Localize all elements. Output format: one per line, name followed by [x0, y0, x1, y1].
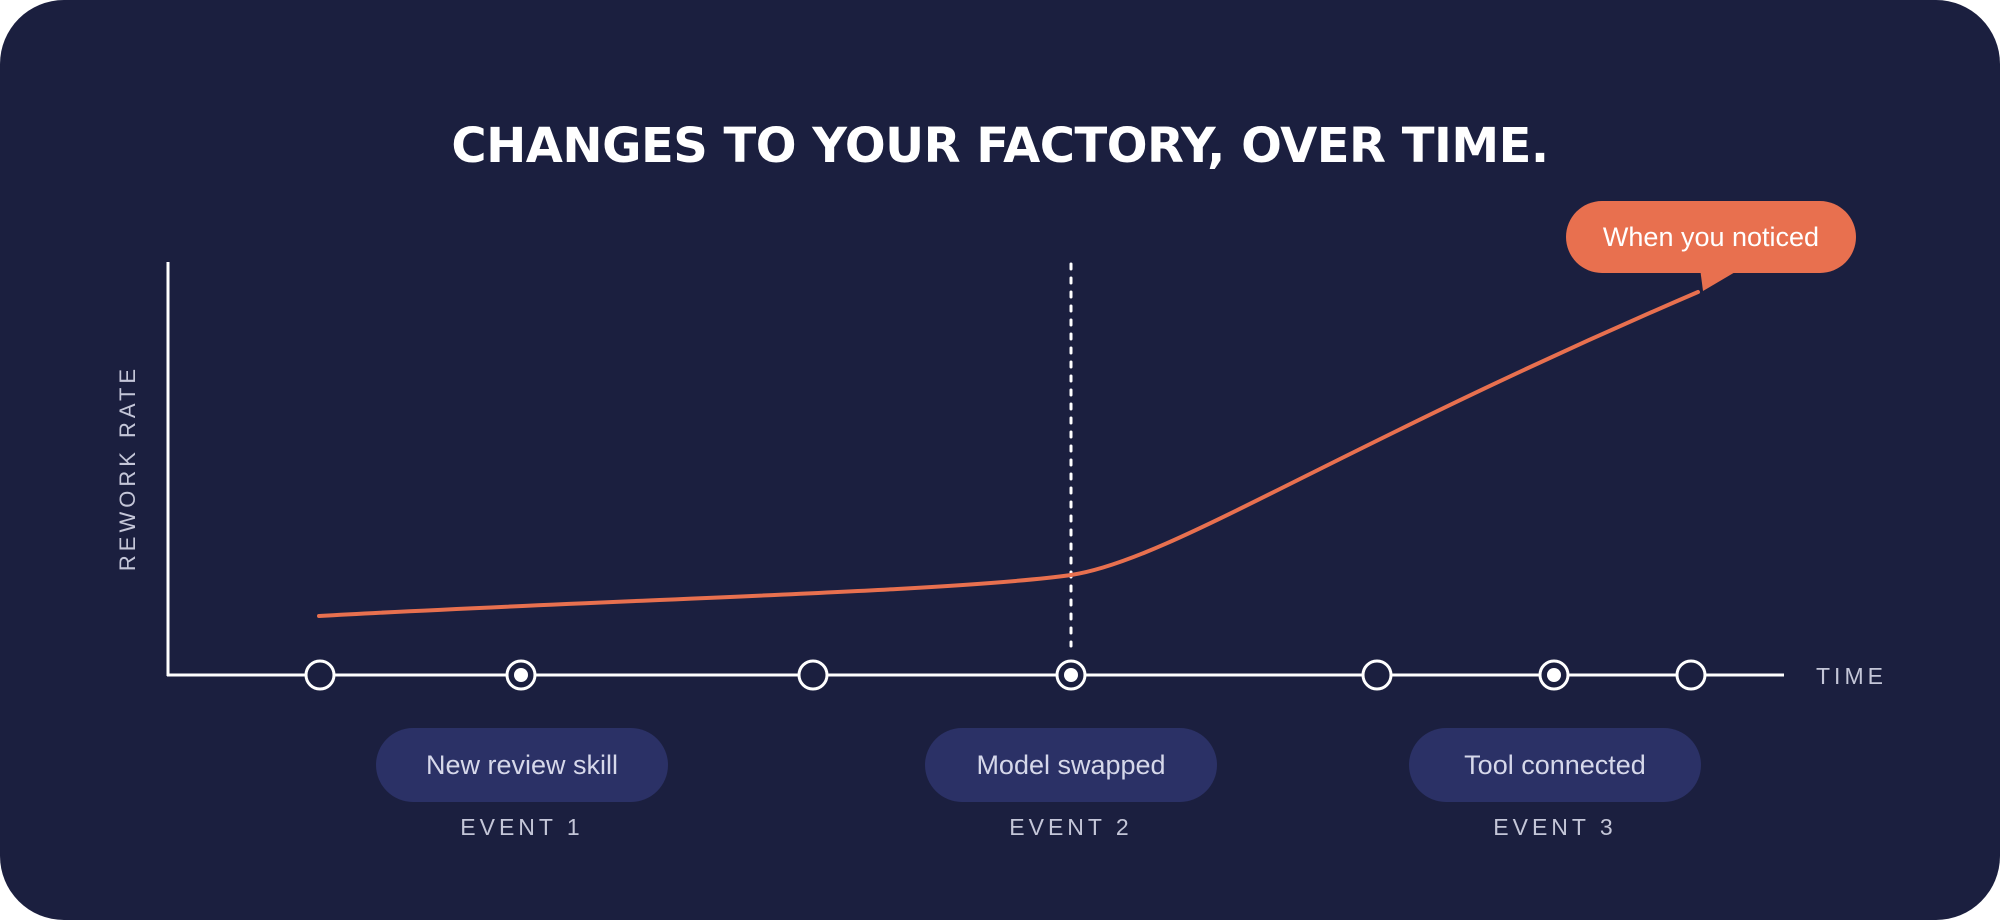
timeline-marker-5 — [1361, 659, 1393, 691]
timeline-marker-7 — [1675, 659, 1707, 691]
event-2-pill: Model swapped — [925, 728, 1217, 802]
event-1-label: EVENT 1 — [460, 814, 584, 840]
timeline-marker-2 — [505, 659, 537, 691]
callout-pointer — [1700, 268, 1742, 291]
timeline-marker-4 — [1055, 659, 1087, 691]
x-axis-label: TIME — [1816, 663, 1887, 689]
event-3-label: EVENT 3 — [1493, 814, 1617, 840]
timeline-marker-3 — [797, 659, 829, 691]
timeline-markers — [304, 659, 1707, 691]
event-1-pill: New review skill — [376, 728, 668, 802]
event-3-pill: Tool connected — [1409, 728, 1701, 802]
diagram-title: CHANGES TO YOUR FACTORY, OVER TIME. — [451, 118, 1549, 174]
y-axis-label: REWORK RATE — [115, 364, 140, 572]
rework-rate-curve — [317, 290, 1700, 618]
event-2-label: EVENT 2 — [1009, 814, 1133, 840]
timeline-marker-6 — [1538, 659, 1570, 691]
timeline-marker-1 — [304, 659, 336, 691]
when-you-noticed-callout: When you noticed — [1566, 201, 1856, 273]
